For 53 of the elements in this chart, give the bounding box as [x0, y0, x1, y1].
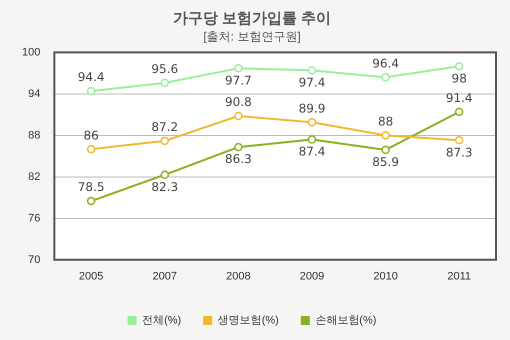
point [160, 136, 170, 146]
legend-label: 생명보험(%) [218, 314, 279, 327]
data-label: 95.6 [151, 62, 178, 76]
x-tick-label: 2011 [447, 270, 472, 282]
data-label: 87.3 [446, 145, 473, 160]
data-label: 86 [84, 128, 99, 142]
data-label: 86.3 [225, 152, 252, 166]
x-tick-label: 2010 [373, 270, 398, 282]
data-label: 88 [378, 114, 394, 128]
point [86, 144, 96, 154]
data-label: 90.8 [225, 95, 252, 110]
data-label: 97.4 [298, 76, 326, 90]
data-label: 87.2 [151, 120, 178, 134]
chart-title: 가구당 보험가입률 추이 [172, 10, 332, 28]
data-label: 82.3 [151, 180, 178, 194]
y-tick-label: 88 [28, 129, 40, 142]
y-tick-label: 76 [28, 212, 40, 224]
data-label: 94.4 [78, 70, 105, 84]
y-tick-label: 82 [28, 170, 40, 183]
point [234, 64, 243, 73]
legend-label: 전체(%) [142, 314, 182, 327]
point [308, 118, 316, 126]
point [381, 131, 390, 140]
data-label: 89.9 [298, 101, 326, 116]
data-label: 97.7 [225, 73, 252, 88]
data-label: 78.5 [78, 180, 105, 194]
data-label: 91.4 [446, 90, 473, 105]
y-tick-label: 100 [22, 46, 40, 58]
point [308, 135, 316, 144]
data-label: 98 [452, 71, 467, 86]
x-tick-label: 2008 [226, 270, 251, 282]
point [86, 86, 96, 96]
point [234, 142, 243, 152]
point [454, 136, 464, 144]
point [308, 66, 316, 75]
point [160, 170, 170, 180]
point [381, 73, 390, 82]
data-label: 85.9 [372, 155, 399, 170]
legend-label: 손해보험(%) [315, 314, 376, 327]
point [86, 196, 96, 206]
point [454, 62, 464, 70]
point [381, 146, 390, 154]
data-label: 87.4 [298, 144, 326, 159]
x-tick-label: 2009 [300, 270, 324, 282]
point [160, 78, 170, 88]
data-label: 96.4 [372, 56, 399, 70]
chart-subtitle: [출처: 보험연구원] [203, 30, 301, 44]
y-tick-label: 70 [28, 254, 40, 266]
point [234, 112, 243, 120]
x-tick-label: 2007 [152, 270, 178, 282]
y-tick-label: 94 [28, 88, 40, 100]
x-tick-label: 2005 [78, 270, 104, 282]
point [454, 108, 464, 116]
